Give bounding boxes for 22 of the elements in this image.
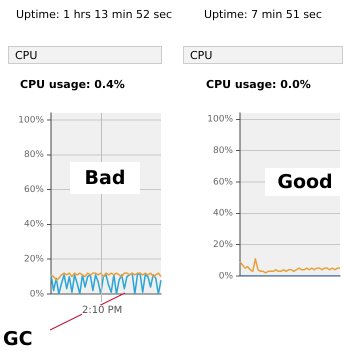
annotation: Bad <box>70 162 140 194</box>
chart-title: Uptime: 1 hrs 13 min 52 sec <box>16 8 172 21</box>
text: GC <box>3 328 33 350</box>
annotation: Good <box>265 168 343 196</box>
y-tick-label: 100% <box>18 115 44 126</box>
y-tick-label: 40% <box>212 208 234 219</box>
chart-subtitle: CPU <box>8 46 162 64</box>
text: CPU usage: 0.4% <box>20 78 125 91</box>
y-tick-label: 40% <box>24 220 44 230</box>
y-tick-label: 60% <box>212 177 234 188</box>
y-tick-label: 80% <box>212 146 234 156</box>
y-tick-label: 60% <box>24 184 44 195</box>
chart-title: Uptime: 7 min 51 sec <box>204 8 322 21</box>
y-tick-label: 80% <box>24 150 44 160</box>
chart-subtitle: CPU <box>183 46 343 64</box>
y-tick-label: 100% <box>207 114 234 125</box>
y-tick-label: 20% <box>24 254 44 265</box>
y-tick-label: 0% <box>218 271 234 282</box>
y-tick-label: 0% <box>30 289 44 300</box>
text: CPU usage: 0.0% <box>206 78 311 91</box>
text: 2:10 PM <box>82 305 122 316</box>
y-tick-label: 20% <box>212 240 234 250</box>
